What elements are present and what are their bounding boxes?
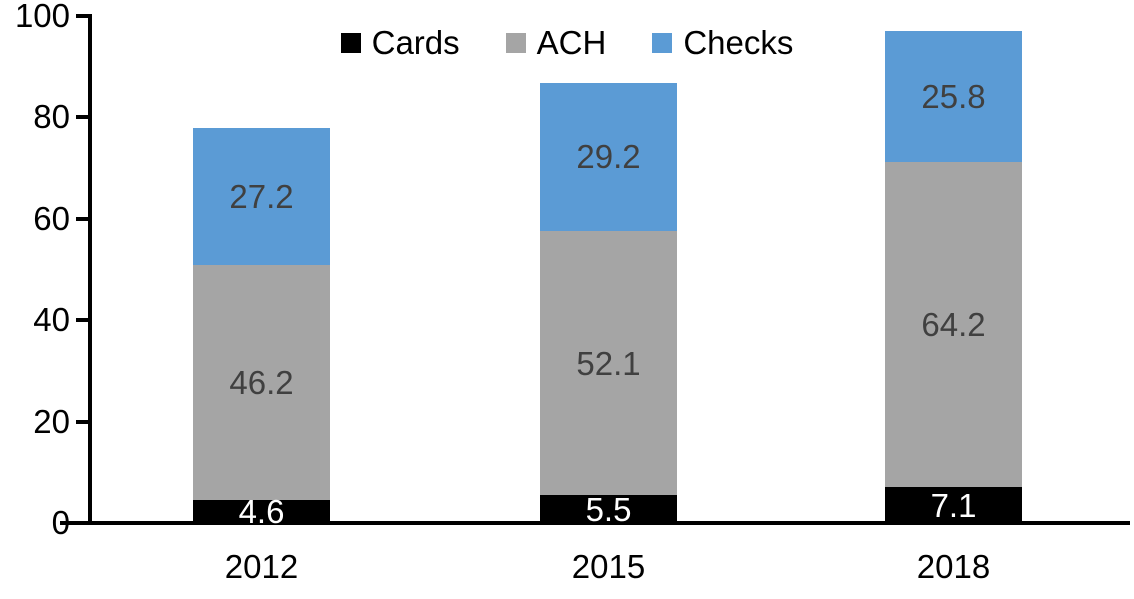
segment-ach-2015[interactable]: 52.1	[540, 230, 677, 496]
data-label-checks-2018: 25.8	[921, 77, 986, 115]
x-axis-line	[60, 521, 1130, 525]
y-axis-line	[88, 16, 92, 525]
segment-checks-2015[interactable]: 29.2	[540, 82, 677, 231]
y-axis-tick-80	[76, 115, 92, 120]
y-axis-tick-label-80: 80	[33, 98, 70, 136]
y-axis-tick-label-40: 40	[33, 301, 70, 339]
data-label-cards-2012: 4.6	[238, 492, 285, 530]
bar-2018[interactable]: 7.1 64.2 25.8	[885, 30, 1022, 523]
x-axis-label-2015: 2015	[571, 548, 646, 585]
x-axis-label-2012: 2012	[224, 548, 299, 585]
bar-2012[interactable]: 4.6 46.2 27.2	[193, 127, 330, 528]
segment-cards-2018[interactable]: 7.1	[885, 487, 1022, 523]
y-axis-tick-label-0: 0	[51, 504, 70, 541]
legend-item-cards[interactable]: Cards	[340, 24, 460, 61]
y-axis-tick-60	[76, 216, 92, 221]
y-axis-tick-label-20: 20	[33, 402, 70, 440]
data-label-checks-2015: 29.2	[576, 138, 641, 176]
y-axis-tick-20	[76, 419, 92, 424]
legend-label-ach: ACH	[536, 24, 607, 61]
segment-checks-2012[interactable]: 27.2	[193, 127, 330, 266]
data-label-cards-2018: 7.1	[930, 486, 977, 524]
data-label-ach-2018: 64.2	[921, 305, 986, 343]
ach-legend-swatch	[505, 32, 526, 53]
segment-ach-2012[interactable]: 46.2	[193, 265, 330, 500]
chart-legend: Cards ACH Checks	[0, 26, 1134, 59]
legend-item-ach[interactable]: ACH	[505, 24, 607, 61]
segment-cards-2012[interactable]: 4.6	[193, 495, 330, 528]
legend-label-checks: Checks	[683, 24, 794, 61]
y-axis-tick-0	[76, 521, 92, 525]
data-label-ach-2015: 52.1	[576, 344, 641, 382]
y-axis-tick-label-100: 100	[14, 0, 70, 34]
data-label-cards-2015: 5.5	[585, 490, 632, 528]
y-axis-tick-label-60: 60	[33, 199, 70, 237]
legend-item-checks[interactable]: Checks	[652, 26, 793, 59]
y-axis-tick-100	[76, 14, 92, 18]
segment-ach-2018[interactable]: 64.2	[885, 161, 1022, 488]
y-axis-tick-40	[76, 318, 92, 323]
bar-2015[interactable]: 5.5 52.1 29.2	[540, 82, 677, 528]
segment-cards-2015[interactable]: 5.5	[540, 490, 677, 528]
cards-legend-swatch	[340, 32, 361, 53]
x-axis-label-2018: 2018	[916, 548, 991, 585]
segment-checks-2018[interactable]: 25.8	[885, 30, 1022, 162]
legend-label-cards: Cards	[371, 24, 460, 61]
data-label-ach-2012: 46.2	[229, 364, 294, 402]
data-label-checks-2012: 27.2	[229, 178, 294, 216]
checks-legend-swatch	[652, 32, 673, 53]
